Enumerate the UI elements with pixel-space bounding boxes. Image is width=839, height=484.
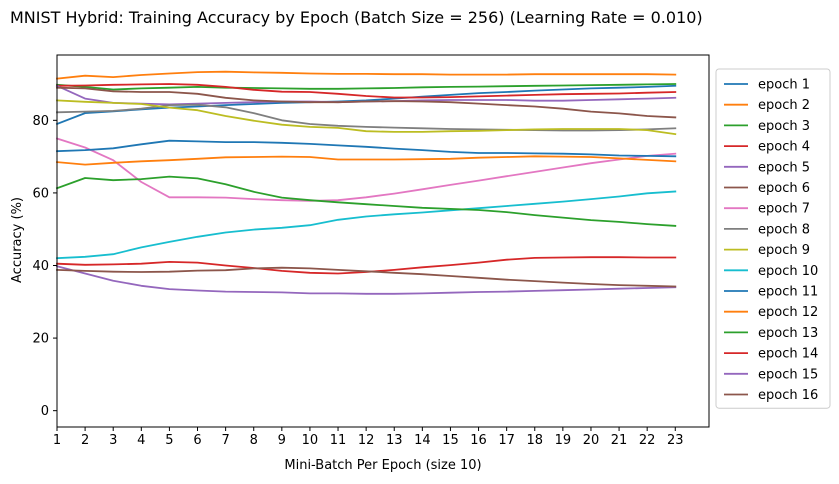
- legend-label: epoch 6: [758, 181, 810, 196]
- y-tick-label: 80: [32, 114, 49, 129]
- legend-label: epoch 8: [758, 222, 810, 237]
- x-axis: 1 2 3 4 5 6 7 8 9 10 11 12 13 14 15 16 17 18 19 20 21 22 23: [53, 427, 684, 448]
- x-tick-label: 13: [386, 433, 403, 448]
- x-tick-label: 14: [414, 433, 431, 448]
- series-line-1: [55, 84, 677, 126]
- x-tick-label: 18: [526, 433, 543, 448]
- y-tick-label: 20: [32, 332, 49, 347]
- series-line-6: [56, 86, 677, 119]
- x-tick-label: 5: [165, 433, 173, 448]
- legend-label: epoch 9: [758, 243, 810, 258]
- legend-label: epoch 7: [758, 202, 810, 217]
- series-line-7: [55, 137, 677, 202]
- plot-frame: [56, 54, 710, 428]
- x-tick-label: 8: [250, 433, 258, 448]
- series-line-4: [56, 83, 677, 99]
- x-tick-label: 3: [109, 433, 117, 448]
- x-tick-label: 6: [193, 433, 201, 448]
- plot-area: [55, 54, 710, 428]
- x-tick-label: 19: [555, 433, 572, 448]
- legend-label: epoch 4: [758, 140, 810, 155]
- y-tick-label: 40: [32, 259, 49, 274]
- legend-label: epoch 12: [758, 305, 818, 320]
- legend-label: epoch 1: [758, 78, 810, 93]
- legend-label: epoch 5: [758, 160, 810, 175]
- series-line-12: [56, 155, 677, 166]
- series-line-15: [55, 265, 677, 295]
- x-tick-label: 15: [442, 433, 459, 448]
- y-tick-label: 0: [41, 404, 49, 419]
- x-tick-label: 16: [470, 433, 487, 448]
- x-tick-label: 22: [639, 433, 656, 448]
- x-tick-label: 4: [137, 433, 145, 448]
- x-tick-label: 7: [221, 433, 229, 448]
- x-tick-label: 17: [498, 433, 515, 448]
- series-line-13: [55, 175, 677, 227]
- series-line-11: [56, 139, 677, 158]
- legend-label: epoch 3: [758, 119, 810, 134]
- y-tick-label: 60: [32, 186, 49, 201]
- series-line-10: [56, 190, 677, 260]
- legend-box: [715, 68, 831, 409]
- y-axis-label: Accuracy (%): [10, 197, 25, 283]
- legend-label: epoch 15: [758, 367, 818, 382]
- x-tick-label: 20: [583, 433, 600, 448]
- x-tick-label: 11: [330, 433, 347, 448]
- x-tick-label: 21: [611, 433, 628, 448]
- legend-label: epoch 13: [758, 326, 818, 341]
- x-tick-label: 2: [81, 433, 89, 448]
- x-tick-label: 23: [667, 433, 684, 448]
- chart-title: MNIST Hybrid: Training Accuracy by Epoch…: [10, 8, 703, 27]
- x-tick-label: 9: [278, 433, 286, 448]
- legend: epoch 1 epoch 2 epoch 3 epoch 4 epoch 5 epoch…: [715, 68, 831, 409]
- legend-label: epoch 10: [758, 264, 818, 279]
- legend-label: epoch 11: [758, 285, 818, 300]
- legend-label: epoch 14: [758, 347, 818, 362]
- legend-label: epoch 2: [758, 98, 810, 113]
- series-line-16: [56, 266, 677, 288]
- series-line-3: [56, 83, 677, 91]
- x-tick-label: 12: [358, 433, 375, 448]
- x-tick-label: 10: [302, 433, 319, 448]
- y-axis: 0 20 40 60 80: [32, 114, 57, 419]
- series-line-9: [56, 99, 677, 136]
- legend-label: epoch 16: [758, 388, 818, 403]
- x-axis-label: Mini-Batch Per Epoch (size 10): [284, 458, 481, 473]
- series-line-2: [56, 70, 677, 80]
- x-tick-label: 1: [53, 433, 61, 448]
